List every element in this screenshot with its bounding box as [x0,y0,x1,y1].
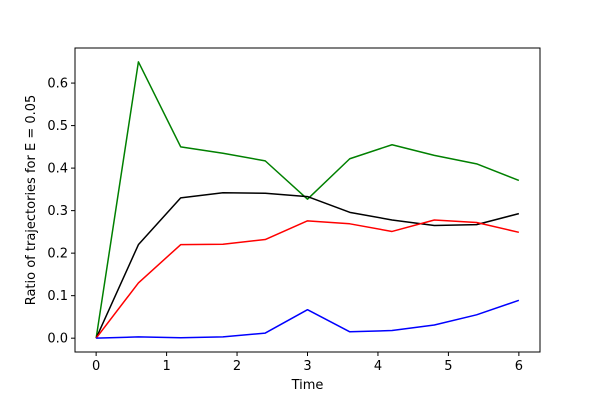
y-axis-label: Ratio of trajectories for E = 0.05 [24,95,39,306]
x-tick-label: 3 [303,359,311,374]
x-tick-label: 0 [92,359,100,374]
x-tick-label: 1 [162,359,170,374]
y-tick-label: 0.2 [47,247,68,262]
y-tick-label: 0.6 [47,77,68,92]
x-tick-label: 2 [233,359,241,374]
x-tick-label: 4 [374,359,382,374]
y-tick-label: 0.5 [47,119,68,134]
y-tick-label: 0.3 [47,204,68,219]
series-layer [95,61,520,339]
x-tick-label: 6 [515,359,523,374]
y-tick-label: 0.0 [47,332,68,347]
series-line-3 [95,219,520,339]
x-tick-label: 5 [444,359,452,374]
y-tick-label: 0.1 [47,289,68,304]
series-line-1 [95,61,520,339]
plot-frame [74,47,541,353]
x-axis: 0 1 2 3 4 5 6 [92,352,523,374]
series-line-2 [95,192,520,339]
series-line-4 [96,299,520,339]
y-axis: 0.0 0.1 0.2 0.3 0.4 0.5 0.6 [47,77,75,347]
y-tick-label: 0.4 [47,162,68,177]
x-axis-label: Time [291,378,324,393]
